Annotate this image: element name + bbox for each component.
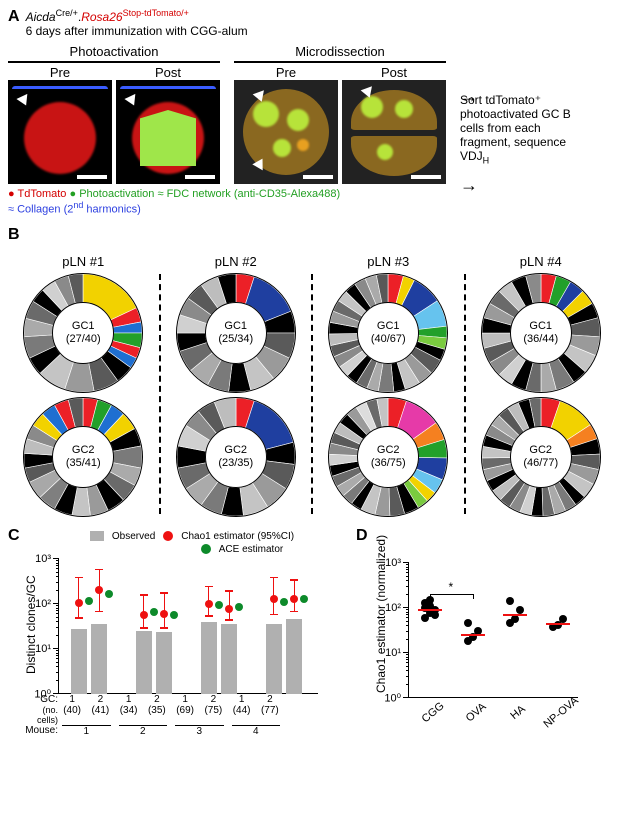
bar-observed [71, 629, 87, 693]
panel-a: A AicdaCre/+.Rosa26Stop-tdTomato/+ 6 day… [8, 8, 616, 216]
median-line [546, 623, 570, 625]
pln-title: pLN #3 [367, 254, 409, 269]
chao1-point [75, 599, 83, 607]
pln-title: pLN #1 [62, 254, 104, 269]
genotype-line: AicdaCre/+.Rosa26Stop-tdTomato/+ [26, 8, 248, 24]
ace-point [150, 608, 158, 616]
pie-gc1: GC1(25/34) [176, 273, 296, 393]
ace-point [85, 597, 93, 605]
bar-observed [136, 631, 152, 694]
x-category-label: CGG [413, 694, 462, 741]
ace-point [280, 598, 288, 606]
bar-observed [266, 624, 282, 694]
pie-gc1: GC1(36/44) [481, 273, 601, 393]
bar-observed [201, 622, 217, 694]
panel-b-label: B [8, 226, 20, 243]
pre-photoactivation-image [8, 80, 112, 184]
pie-gc2: GC2(35/41) [23, 397, 143, 517]
chao1-point [270, 595, 278, 603]
bar-observed [156, 632, 172, 693]
pln-title: pLN #4 [520, 254, 562, 269]
scatter-point [464, 619, 472, 627]
pln-title: pLN #2 [215, 254, 257, 269]
bar-observed [221, 624, 237, 694]
post-dissection-image [342, 80, 446, 184]
panel-b: B pLN #1 GC1(27/40) GC2(35/41) pLN #2 GC… [8, 226, 616, 519]
ace-point [105, 590, 113, 598]
x-category-label: OVA [455, 694, 504, 741]
chao1-point [205, 600, 213, 608]
scatter-point [516, 606, 524, 614]
ace-point [235, 603, 243, 611]
pie-gc2: GC2(23/35) [176, 397, 296, 517]
panel-a-legend2: ≈ Collagen (2nd harmonics) [8, 200, 616, 216]
significance-star: * [449, 580, 454, 594]
photoactivation-group: Photoactivation Pre Post [8, 44, 220, 184]
scatter-point [506, 597, 514, 605]
median-line [503, 614, 527, 616]
pie-gc1: GC1(40/67) [328, 273, 448, 393]
post-photoactivation-image [116, 80, 220, 184]
ace-point [215, 601, 223, 609]
panel-a-subtitle: 6 days after immunization with CGG-alum [26, 24, 248, 38]
pln-column: pLN #4 GC1(36/44) GC2(46/77) [466, 254, 617, 519]
panel-c-ylabel: Distinct clones/GC [24, 575, 38, 674]
ace-point [300, 595, 308, 603]
chao1-point [140, 611, 148, 619]
pie-gc1: GC1(27/40) [23, 273, 143, 393]
sort-text-block: → Sort tdTomato⁺ photoactivated GC B cel… [460, 44, 590, 156]
chao1-point [95, 586, 103, 594]
x-category-label: NP-OVA [540, 694, 589, 741]
pln-column: pLN #1 GC1(27/40) GC2(35/41) [8, 254, 159, 519]
chao1-point [160, 610, 168, 618]
pie-gc2: GC2(36/75) [328, 397, 448, 517]
median-line [461, 634, 485, 636]
panel-c-chart: 10⁰10¹10²10³ [58, 559, 318, 694]
panel-d: D Chao1 estimator (normalized) 10⁰10¹10²… [356, 531, 616, 737]
panel-a-legend1: ● TdTomato ● Photoactivation ≈ FDC netwo… [8, 188, 616, 200]
panel-d-label: D [356, 527, 368, 545]
panel-d-chart: 10⁰10¹10²10³* [408, 563, 578, 698]
x-category-label: HA [498, 694, 547, 741]
ace-point [170, 611, 178, 619]
scatter-point [431, 611, 439, 619]
pln-column: pLN #2 GC1(25/34) GC2(23/35) [161, 254, 312, 519]
bar-observed [91, 624, 107, 693]
median-line [418, 609, 442, 611]
chao1-point [225, 605, 233, 613]
microdissection-group: Microdissection Pre Post [234, 44, 446, 184]
panel-a-label: A [8, 8, 20, 26]
pie-gc2: GC2(46/77) [481, 397, 601, 517]
pln-column: pLN #3 GC1(40/67) GC2(36/75) [313, 254, 464, 519]
chao1-point [290, 595, 298, 603]
scatter-point [511, 615, 519, 623]
panel-c-legend: Observed Chao1 estimator (95%CI) [38, 531, 346, 542]
bar-observed [286, 619, 302, 694]
panel-c: C Observed Chao1 estimator (95%CI) ACE e… [8, 531, 346, 737]
pre-dissection-image [234, 80, 338, 184]
panel-c-label: C [8, 527, 20, 545]
